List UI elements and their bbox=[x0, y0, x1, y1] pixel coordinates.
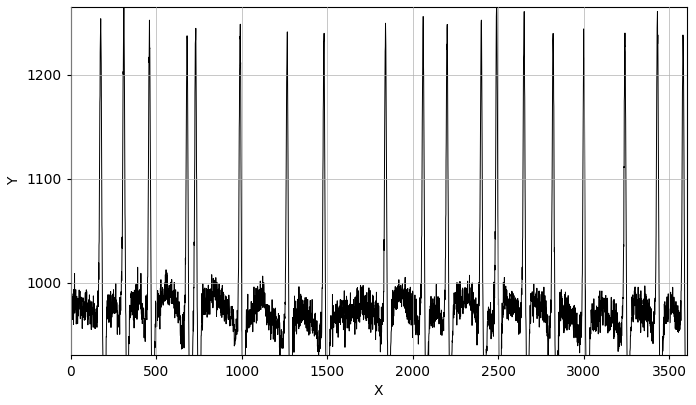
X-axis label: X: X bbox=[374, 384, 383, 398]
Y-axis label: Y: Y bbox=[7, 177, 21, 185]
